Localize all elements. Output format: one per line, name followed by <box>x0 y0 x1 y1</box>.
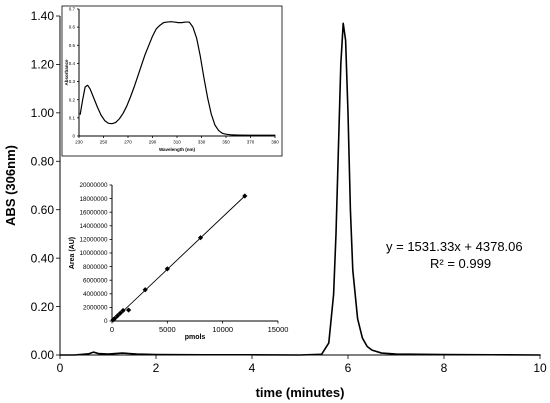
inset-calibration-y-tick-label: 12000000 <box>79 237 108 244</box>
main-y-tick-label: 0.60 <box>31 203 55 217</box>
inset-calibration-point <box>242 193 248 199</box>
inset-spectrum-x-tick-label: 270 <box>124 140 132 145</box>
inset-spectrum-x-tick-label: 350 <box>222 140 230 145</box>
inset-calibration-point <box>197 235 204 241</box>
inset-spectrum-x-tick-label: 370 <box>247 140 255 145</box>
inset-spectrum-panel <box>61 5 283 157</box>
inset-calibration-x-tick-label: 15000 <box>268 325 289 334</box>
main-x-tick-label: 10 <box>533 361 547 375</box>
inset-calibration-y-tick-label: 6000000 <box>83 277 108 284</box>
inset-spectrum-y-axis-label: Absorbance <box>64 59 69 86</box>
main-y-tick-label: 1.00 <box>31 106 55 120</box>
inset-spectrum-y-tick-label: 0.4 <box>69 61 76 66</box>
main-x-tick-label: 8 <box>441 361 448 375</box>
inset-calibration-point <box>164 266 170 272</box>
inset-spectrum-x-tick-label: 250 <box>100 140 108 145</box>
main-x-axis-label: time (minutes) <box>256 385 345 400</box>
inset-calibration-y-tick-label: 14000000 <box>79 223 108 230</box>
inset-spectrum-x-axis-label: Wavelength (nm) <box>159 147 196 152</box>
main-y-tick-label: 0.00 <box>31 348 55 362</box>
inset-spectrum-y-tick-label: 0 <box>72 134 75 139</box>
inset-calibration-x-axis-label: pmols <box>185 334 206 341</box>
inset-spectrum-x-tick-label: 290 <box>149 140 157 145</box>
inset-calibration-x-tick-label: 0 <box>110 325 114 334</box>
inset-spectrum-y-tick-label: 0.2 <box>69 97 76 102</box>
inset-spectrum-series-line <box>79 21 276 136</box>
inset-calibration-y-axis-label: Area (AU) <box>69 237 76 269</box>
main-y-axis-label: ABS (306nm) <box>3 145 18 226</box>
inset-spectrum-x-tick-label: 230 <box>75 140 83 145</box>
inset-calibration-chart: 0 5000 10000 15000 0 2000000 4000000 6000000 800… <box>69 182 288 341</box>
inset-calibration-point <box>112 315 118 322</box>
inset-spectrum-x-tick-label: 310 <box>173 140 181 145</box>
regression-equation: y = 1531.33x + 4378.06 <box>386 239 523 254</box>
main-y-tick-label: 0.20 <box>31 300 55 314</box>
main-y-tick-label: 1.40 <box>31 9 55 23</box>
inset-calibration-trendline <box>112 195 246 321</box>
inset-spectrum-y-tick-label: 0.6 <box>69 25 76 30</box>
inset-calibration-x-tick-label: 5000 <box>159 325 176 334</box>
inset-calibration-point <box>117 310 123 316</box>
main-y-tick-label: 0.80 <box>31 154 55 168</box>
inset-calibration-point <box>114 313 121 319</box>
inset-calibration-y-tick-label: 4000000 <box>83 291 108 298</box>
inset-calibration-point <box>142 287 148 293</box>
main-y-tick-label: 0.40 <box>31 251 55 265</box>
inset-calibration-y-tick-label: 2000000 <box>83 305 108 312</box>
main-series-line <box>59 22 541 356</box>
inset-spectrum-x-tick-label: 390 <box>271 140 279 145</box>
inset-spectrum-y-tick-label: 0.1 <box>69 115 76 120</box>
inset-calibration-point <box>126 307 132 313</box>
inset-calibration-y-tick-label: 0 <box>104 318 108 325</box>
inset-calibration-x-tick-label: 10000 <box>212 325 233 334</box>
main-x-tick-label: 6 <box>345 361 352 375</box>
main-x-tick-label: 2 <box>153 361 160 375</box>
inset-calibration-y-tick-label: 10000000 <box>79 250 108 257</box>
inset-spectrum-y-tick-label: 0.5 <box>69 43 76 48</box>
main-x-tick-label: 4 <box>249 361 256 375</box>
inset-spectrum-y-tick-label: 0.7 <box>69 7 76 12</box>
main-x-tick-label: 0 <box>57 361 64 375</box>
inset-calibration-point <box>120 307 126 314</box>
inset-spectrum-y-tick-label: 0.3 <box>69 79 76 84</box>
inset-spectrum-x-tick-label: 330 <box>198 140 206 145</box>
main-y-tick-label: 1.20 <box>31 58 55 72</box>
inset-calibration-y-tick-label: 20000000 <box>79 182 108 189</box>
regression-r-squared: R² = 0.999 <box>430 256 492 271</box>
inset-calibration-y-tick-label: 8000000 <box>83 264 108 271</box>
inset-calibration-y-tick-label: 18000000 <box>79 196 108 203</box>
main-chart: 0 2 4 6 8 100.000.200.400.600.801.001.201.40t… <box>3 9 547 400</box>
inset-spectrum-chart: 230 250 270 290 310 330 350 370 390 0 0.1 0.2 0.3 0.4… <box>61 5 283 157</box>
inset-calibration-y-tick-label: 16000000 <box>79 209 108 216</box>
